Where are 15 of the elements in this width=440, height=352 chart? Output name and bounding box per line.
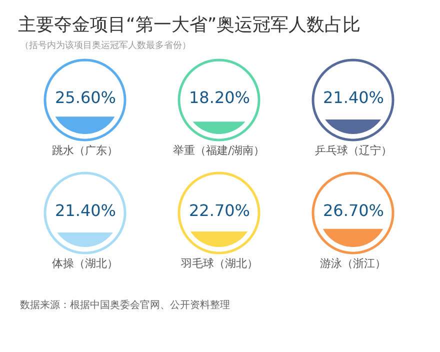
text: （括号内为该项目奥运冠军人数最多省份） (20, 40, 191, 51)
category-label: 举重（福建/湖南） (173, 144, 265, 157)
category-label: 游泳（浙江） (320, 257, 386, 270)
data-label: 22.70% (189, 201, 250, 220)
data-label: 25.60% (55, 88, 116, 107)
category-label: 跳水（广东） (52, 144, 118, 157)
text: 主要夺金项目“第一大省”奥运冠军人数占比 (18, 14, 361, 36)
category-label: 体操（湖北） (52, 257, 118, 270)
data-label: 26.70% (323, 201, 384, 220)
category-label: 羽毛球（湖北） (181, 257, 258, 270)
data-label: 21.40% (55, 201, 116, 220)
data-label: 18.20% (189, 88, 250, 107)
category-label: 乒乓球（辽宁） (315, 144, 392, 157)
source-note: 数据来源：根据中国奥委会官网、公开资料整理 (20, 299, 230, 311)
data-label: 21.40% (323, 88, 384, 107)
